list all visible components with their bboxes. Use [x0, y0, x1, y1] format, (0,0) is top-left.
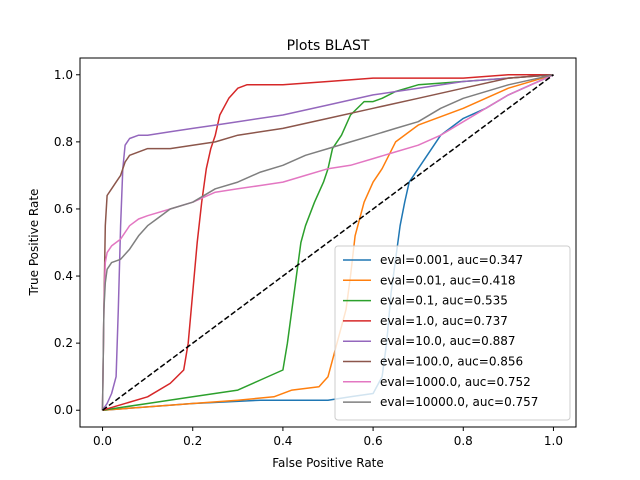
y-tick-label: 0.0	[54, 403, 73, 417]
series-line-5	[101, 74, 554, 411]
legend-entry-label: eval=0.1, auc=0.535	[380, 294, 508, 308]
legend-entry-label: eval=10000.0, auc=0.757	[380, 395, 538, 409]
series-line-4	[102, 74, 554, 411]
y-tick-label: 1.0	[54, 68, 73, 82]
legend: eval=0.001, auc=0.347 eval=0.01, auc=0.41…	[334, 245, 571, 421]
y-axis-ticks: 0.0 0.2 0.4 0.6 0.8 1.0	[54, 68, 80, 417]
legend-entry-label: eval=0.01, auc=0.418	[380, 273, 516, 287]
x-axis-ticks: 0.0 0.2 0.4 0.6 0.8 1.0	[93, 427, 563, 448]
x-tick-label: 1.0	[544, 434, 563, 448]
x-tick-label: 0.8	[454, 434, 473, 448]
chance-diagonal-line	[102, 74, 554, 411]
series-line-7	[101, 74, 554, 411]
legend-entry-label: eval=1.0, auc=0.737	[380, 314, 508, 328]
legend-box	[334, 245, 571, 421]
x-tick-label: 0.4	[273, 434, 292, 448]
x-tick-label: 0.6	[364, 434, 383, 448]
legend-entry-label: eval=1000.0, auc=0.752	[380, 375, 531, 389]
y-tick-label: 0.2	[54, 336, 73, 350]
plot-frame	[79, 57, 577, 428]
legend-entry-label: eval=100.0, auc=0.856	[380, 355, 523, 369]
y-axis-label: True Positive Rate	[27, 189, 41, 297]
series-line-6	[101, 74, 554, 411]
y-tick-label: 0.6	[54, 202, 73, 216]
series-line-8	[101, 74, 554, 411]
legend-entry-label: eval=0.001, auc=0.347	[380, 253, 523, 267]
x-tick-label: 0.2	[183, 434, 202, 448]
y-tick-label: 0.4	[54, 269, 73, 283]
chart-title: Plots BLAST	[287, 38, 370, 54]
legend-entry-label: eval=10.0, auc=0.887	[380, 334, 516, 348]
x-axis-label: False Positive Rate	[272, 456, 384, 470]
x-tick-label: 0.0	[93, 434, 112, 448]
y-tick-label: 0.8	[54, 135, 73, 149]
